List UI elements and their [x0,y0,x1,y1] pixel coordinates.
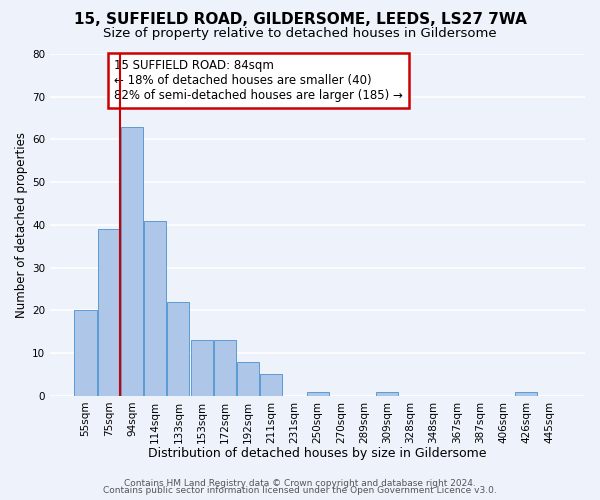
Bar [307,392,329,396]
Text: Size of property relative to detached houses in Gildersome: Size of property relative to detached ho… [103,28,497,40]
Bar [74,310,97,396]
Text: Contains HM Land Registry data © Crown copyright and database right 2024.: Contains HM Land Registry data © Crown c… [124,478,476,488]
Y-axis label: Number of detached properties: Number of detached properties [15,132,28,318]
Text: 15 SUFFIELD ROAD: 84sqm
← 18% of detached houses are smaller (40)
82% of semi-de: 15 SUFFIELD ROAD: 84sqm ← 18% of detache… [115,59,403,102]
Bar [191,340,212,396]
Bar [260,374,282,396]
Bar [214,340,236,396]
Bar [515,392,538,396]
Bar [376,392,398,396]
Text: 15, SUFFIELD ROAD, GILDERSOME, LEEDS, LS27 7WA: 15, SUFFIELD ROAD, GILDERSOME, LEEDS, LS… [74,12,526,28]
Text: Contains public sector information licensed under the Open Government Licence v3: Contains public sector information licen… [103,486,497,495]
Bar [144,220,166,396]
X-axis label: Distribution of detached houses by size in Gildersome: Distribution of detached houses by size … [148,447,487,460]
Bar [121,126,143,396]
Bar [98,229,120,396]
Bar [237,362,259,396]
Bar [167,302,190,396]
